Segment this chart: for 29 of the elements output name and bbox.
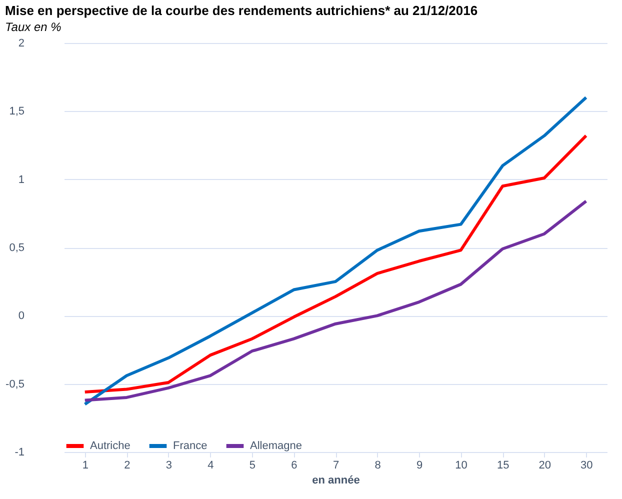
x-tick-label: 15 [496,460,510,472]
x-tick-label: 2 [124,460,130,472]
y-tick-label: 0 [18,310,24,322]
x-tick-label: 20 [538,460,551,472]
line-series [83,96,588,406]
y-tick-label: -1 [14,446,24,458]
line-series [83,134,588,394]
chart-title: Mise en perspective de la courbe des rendements autrichiens* au 21/12/2016 [5,3,478,18]
x-tick-label: 4 [208,460,214,472]
line-series [83,200,588,402]
legend-label: Allemagne [250,440,302,452]
y-tick-label: 2 [18,38,24,50]
y-tick-label: 0,5 [9,242,24,254]
x-tick-label: 10 [455,460,468,472]
y-tick-label: 1,5 [9,106,24,118]
x-tick-label: 5 [249,460,256,472]
x-tick-label: 7 [332,460,340,472]
y-tick-label: -0,5 [6,378,24,390]
x-tick-label: 3 [166,460,172,472]
x-axis-title: en année [312,474,360,486]
legend-label: France [173,440,208,452]
text: Taux en % [5,20,62,34]
y-tick-label: 1 [18,174,24,186]
x-tick-label: 6 [291,460,298,472]
x-tick-label: 30 [580,460,593,472]
x-tick-label: 1 [82,460,88,472]
legend-label: Autriche [90,440,130,452]
x-tick-label: 8 [374,460,381,472]
x-tick-label: 9 [416,460,423,472]
